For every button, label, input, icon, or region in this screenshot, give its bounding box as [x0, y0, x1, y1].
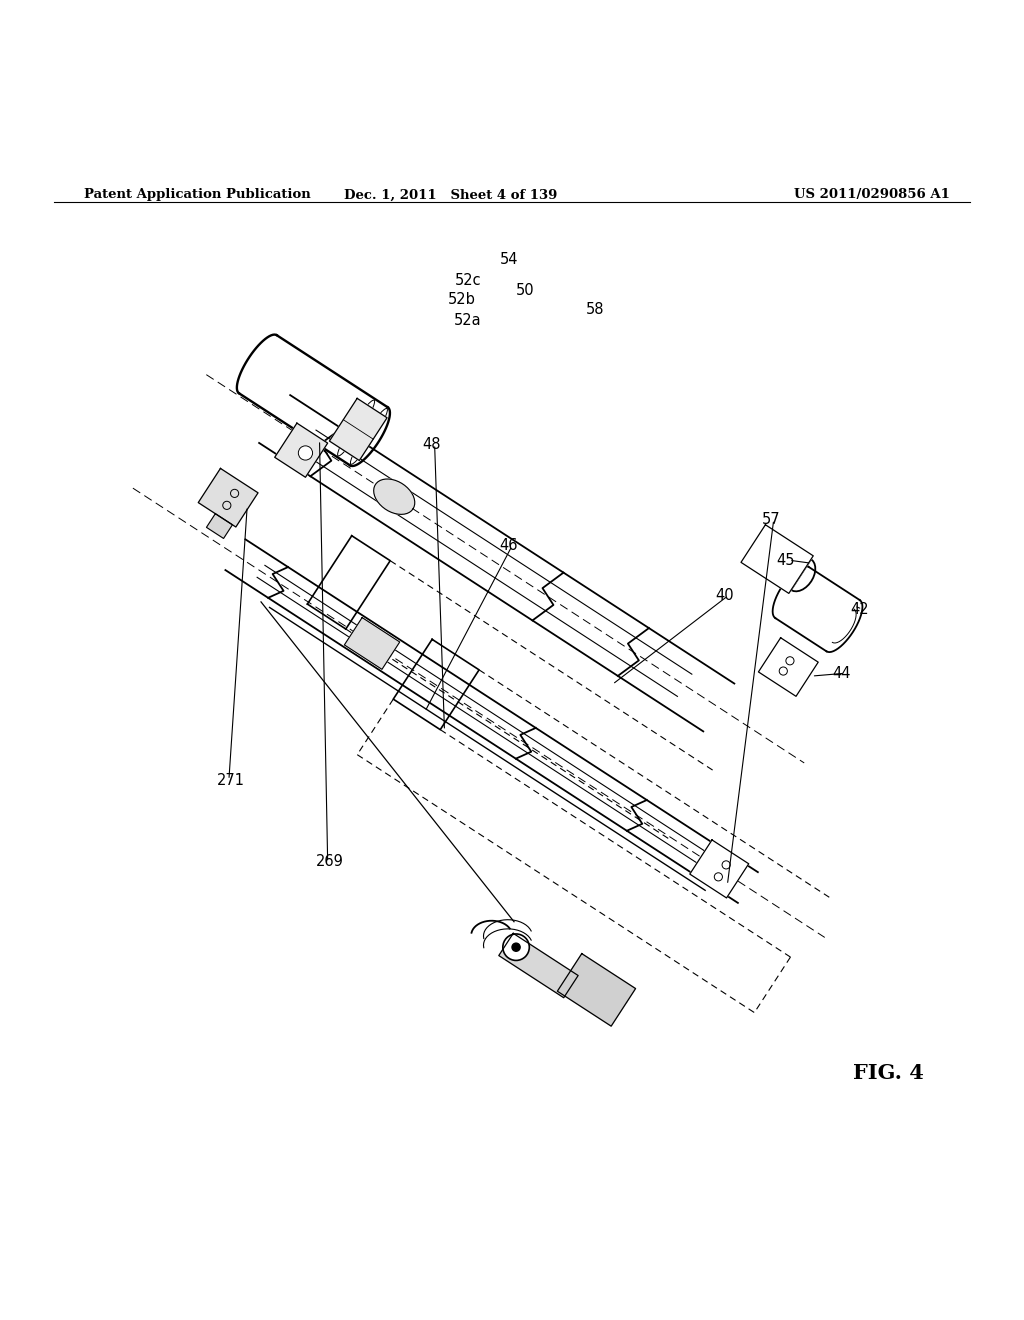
Polygon shape [741, 525, 813, 594]
Text: FIG. 4: FIG. 4 [853, 1063, 924, 1082]
Polygon shape [274, 424, 328, 478]
Polygon shape [330, 399, 387, 461]
Text: 269: 269 [315, 854, 343, 869]
Text: 52a: 52a [454, 313, 481, 329]
Circle shape [298, 446, 312, 461]
Text: 46: 46 [500, 539, 518, 553]
Text: 52c: 52c [455, 273, 481, 288]
Text: 40: 40 [716, 589, 734, 603]
Polygon shape [199, 469, 258, 527]
Circle shape [512, 942, 520, 952]
Text: 42: 42 [850, 602, 868, 616]
Text: 57: 57 [762, 512, 780, 527]
Text: 58: 58 [586, 302, 604, 317]
Text: 48: 48 [422, 437, 441, 451]
Circle shape [503, 935, 529, 961]
Polygon shape [690, 840, 749, 898]
Polygon shape [557, 953, 636, 1026]
Text: 50: 50 [516, 282, 535, 298]
Text: Dec. 1, 2011   Sheet 4 of 139: Dec. 1, 2011 Sheet 4 of 139 [344, 189, 558, 202]
Text: 52b: 52b [447, 292, 476, 308]
Text: 45: 45 [777, 553, 796, 568]
Polygon shape [374, 479, 415, 515]
Text: 271: 271 [217, 772, 245, 788]
Polygon shape [499, 933, 579, 998]
Polygon shape [344, 618, 399, 669]
Text: 54: 54 [500, 252, 518, 267]
Polygon shape [759, 638, 818, 697]
Polygon shape [207, 513, 232, 539]
Text: Patent Application Publication: Patent Application Publication [84, 189, 311, 202]
Text: US 2011/0290856 A1: US 2011/0290856 A1 [794, 189, 950, 202]
Text: 44: 44 [833, 665, 851, 681]
